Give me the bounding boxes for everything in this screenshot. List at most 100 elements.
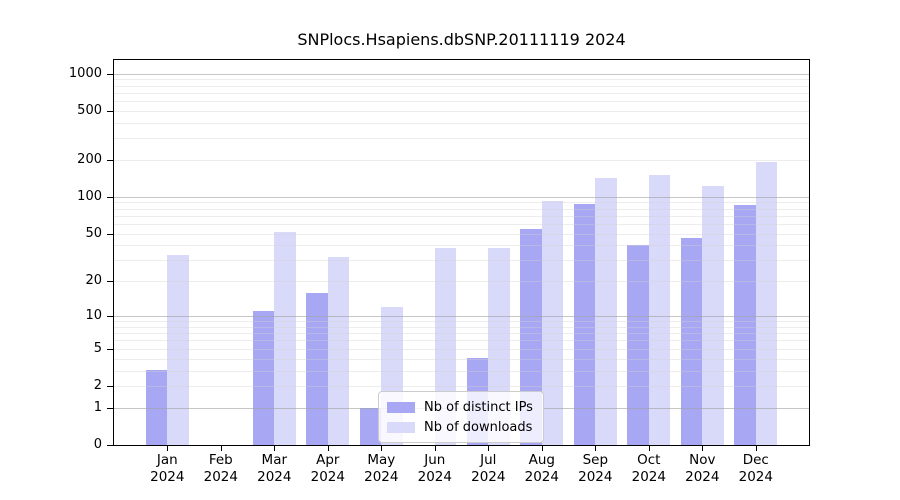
year-label: 2024 [524,469,559,485]
month-label: May [367,452,396,468]
x-tick-label-may: May 2024 [346,452,416,486]
month-label: Jul [480,452,497,468]
x-tick-jan [167,446,169,451]
x-tick-label-apr: Apr 2024 [293,452,363,486]
gridline-minor-900 [114,79,809,81]
bar-ips-dec [734,205,756,445]
legend-swatch-ips [387,401,415,413]
x-tick-label-feb: Feb 2024 [186,452,256,486]
y-tick-label-5: 5 [93,340,102,356]
bar-ips-may [359,407,382,445]
gridline-minor-60 [114,223,809,225]
x-tick-label-mar: Mar 2024 [239,452,309,486]
gridline-minor-600 [114,100,809,102]
x-tick-label-sep: Sep 2024 [560,452,630,486]
y-tick-50 [107,233,113,235]
gridline-minor-400 [114,122,809,124]
year-label: 2024 [150,469,185,485]
y-tick-label-100: 100 [77,188,102,204]
bar-ips-mar [252,311,275,445]
year-label: 2024 [257,469,292,485]
year-label: 2024 [364,469,399,485]
gridline-minor-200 [114,159,809,161]
bar-downloads-oct [648,174,671,445]
x-tick-sep [595,446,597,451]
gridline-minor-300 [114,138,809,140]
gridline-minor-800 [114,85,809,87]
gridline-minor-6 [114,340,809,342]
chart-title: SNPlocs.Hsapiens.dbSNP.20111119 2024 [297,30,626,49]
gridline-minor-2 [114,385,809,387]
y-tick-label-200: 200 [77,151,102,167]
y-tick-1 [107,407,113,409]
legend-item-ips: Nb of distinct IPs [387,397,535,417]
month-label: Oct [637,452,661,468]
gridline-minor-90 [114,202,809,204]
year-label: 2024 [631,469,666,485]
month-label: Apr [316,452,340,468]
year-label: 2024 [310,469,345,485]
month-label: Jan [156,452,178,468]
y-tick-0 [107,445,113,446]
year-label: 2024 [578,469,613,485]
y-tick-2 [107,385,113,387]
x-tick-dec [755,446,757,451]
y-tick-500 [107,110,113,112]
y-tick-10 [107,316,113,318]
legend-label: Nb of distinct IPs [424,399,533,415]
gridline-minor-30 [114,260,809,262]
x-tick-may [381,446,383,451]
year-label: 2024 [738,469,773,485]
gridline-minor-3 [114,370,809,372]
x-tick-label-jan: Jan 2024 [132,452,202,486]
y-tick-label-1: 1 [93,399,102,415]
gridline-minor-500 [114,110,809,112]
bar-ips-aug [520,228,542,445]
bar-downloads-aug [541,200,564,445]
bar-ips-oct [627,245,649,445]
gridline-minor-80 [114,208,809,210]
month-label: Sep [582,452,609,468]
x-tick-oct [648,446,650,451]
y-tick-label-0: 0 [93,437,102,452]
y-tick-5 [107,348,113,350]
legend-item-downloads: Nb of downloads [387,417,535,437]
x-tick-nov [702,446,704,451]
x-tick-aug [541,446,543,451]
x-tick-jul [488,446,490,451]
year-label: 2024 [417,469,452,485]
bar-downloads-dec [755,162,778,445]
bar-downloads-apr [327,257,350,445]
bar-downloads-sep [595,177,617,445]
gridline-minor-8 [114,326,809,328]
gridline-major-10 [114,316,809,318]
bar-ips-apr [306,292,328,445]
month-label: Jun [424,452,446,468]
x-tick-mar [274,446,276,451]
gridline-minor-50 [114,233,809,235]
x-tick-jun [434,446,436,451]
legend-label: Nb of downloads [424,419,533,435]
gridline-minor-20 [114,281,809,283]
month-label: Mar [261,452,288,468]
bar-ips-nov [680,237,703,445]
gridline-major-1000 [114,73,809,75]
month-label: Dec [742,452,769,468]
y-tick-label-10: 10 [85,308,102,324]
month-label: Feb [208,452,233,468]
gridline-minor-70 [114,215,809,217]
y-tick-label-50: 50 [85,225,102,241]
gridline-major-100 [114,196,809,198]
x-tick-feb [220,446,222,451]
gridline-minor-4 [114,358,809,360]
gridline-minor-40 [114,245,809,247]
y-tick-label-1000: 1000 [68,65,102,81]
x-tick-apr [327,446,329,451]
month-label: Nov [689,452,716,468]
x-tick-label-oct: Oct 2024 [614,452,684,486]
y-tick-label-2: 2 [93,377,102,393]
bar-downloads-mar [274,231,296,445]
bar-downloads-nov [702,186,724,445]
x-tick-label-nov: Nov 2024 [667,452,737,486]
